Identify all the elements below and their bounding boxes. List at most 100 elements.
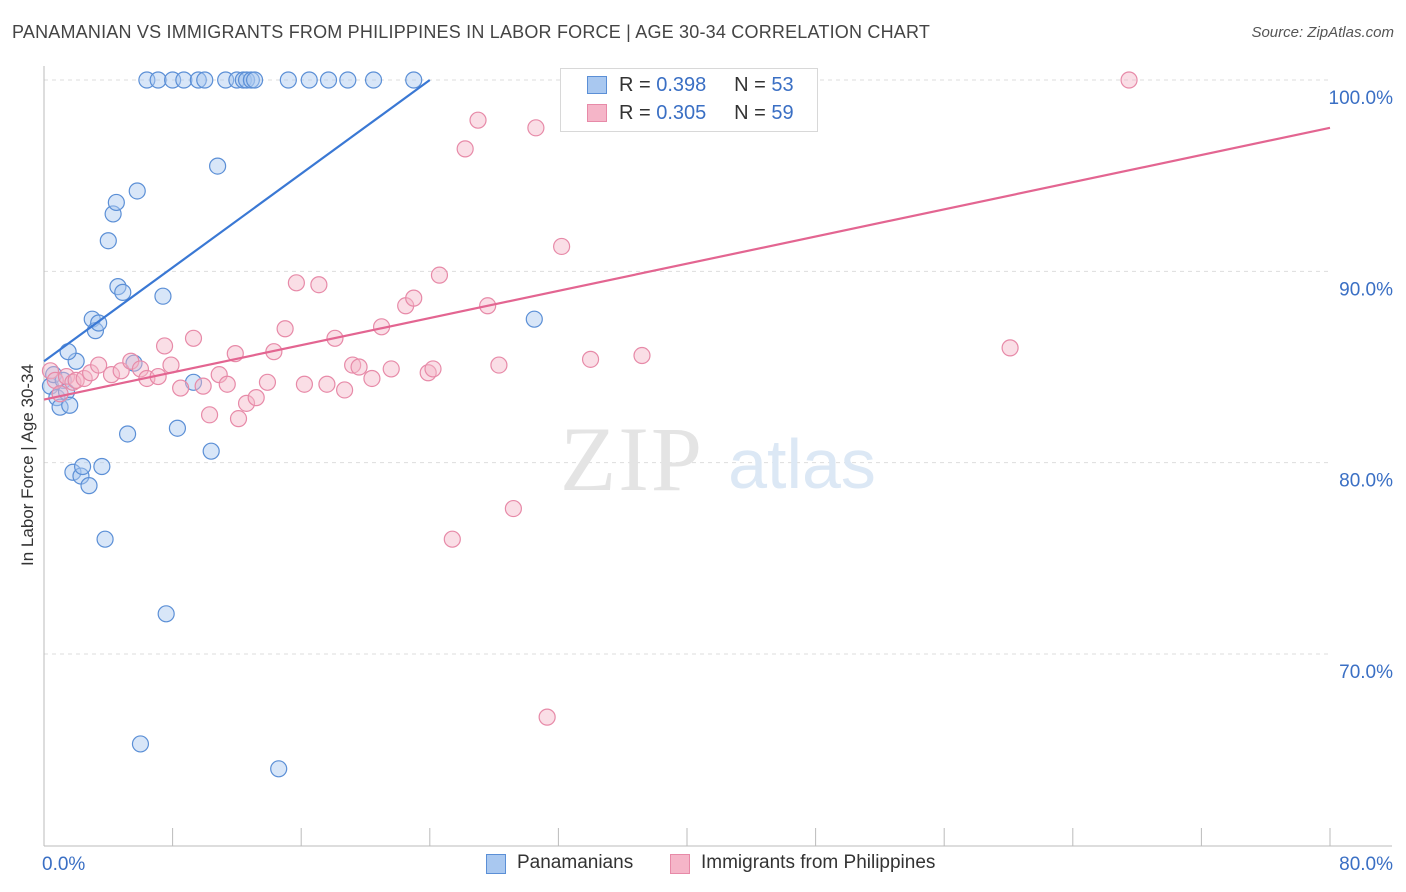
x-tick-label: 0.0% — [42, 854, 85, 875]
data-point — [96, 530, 114, 548]
data-point — [128, 182, 146, 200]
x-tick-label: 80.0% — [1339, 854, 1393, 875]
data-point — [154, 287, 172, 305]
data-point — [247, 389, 265, 407]
data-point — [276, 320, 294, 338]
data-point — [131, 360, 150, 378]
data-point — [90, 356, 108, 374]
data-point — [350, 358, 368, 376]
watermark-atlas: atlas — [728, 425, 876, 503]
data-point — [490, 356, 508, 374]
data-point — [200, 406, 219, 424]
data-point — [59, 343, 77, 361]
data-point — [287, 274, 305, 292]
data-point — [194, 377, 212, 395]
y-tick-label: 70.0% — [1339, 662, 1393, 683]
data-point — [310, 276, 328, 294]
series-panamanians — [41, 71, 543, 778]
data-point — [155, 337, 174, 355]
data-point — [538, 708, 556, 726]
tick-labels: 100.0% 90.0% 80.0% 70.0% 0.0% 80.0% — [42, 88, 1393, 875]
data-point — [46, 371, 64, 389]
legend-swatch-pink — [670, 854, 690, 874]
data-point — [527, 119, 545, 137]
data-point — [218, 375, 236, 393]
r-value: 0.305 — [656, 102, 707, 124]
axes — [43, 66, 1392, 847]
data-point — [57, 367, 76, 386]
legend-swatch-blue — [486, 854, 506, 874]
data-point — [258, 373, 277, 391]
n-value: 53 — [771, 74, 794, 96]
data-point — [443, 530, 461, 548]
trend-line-panamanians — [43, 79, 431, 363]
data-point — [319, 71, 338, 89]
legend-label: Immigrants from Philippines — [701, 852, 936, 873]
watermark: ZIP atlas — [560, 408, 876, 510]
data-point — [168, 419, 187, 437]
data-point — [1001, 339, 1019, 357]
data-point — [80, 477, 98, 495]
data-point — [209, 157, 227, 175]
data-point — [336, 381, 354, 399]
data-point — [118, 425, 137, 443]
data-point — [114, 283, 132, 301]
data-point — [633, 346, 651, 365]
n-label: N = — [734, 74, 766, 96]
data-point — [228, 71, 246, 89]
data-point — [131, 735, 150, 753]
data-point — [318, 375, 336, 393]
data-point — [61, 396, 79, 414]
pink-swatch — [587, 104, 607, 122]
watermark-zip: ZIP — [560, 408, 704, 510]
data-point — [93, 457, 111, 476]
y-tick-label: 80.0% — [1339, 471, 1393, 492]
trend-line-philippines — [43, 126, 1331, 401]
stats-box: R = 0.398 N = 53 R = 0.305 N = 59 — [560, 68, 818, 132]
data-point — [149, 71, 167, 89]
trend-lines — [43, 79, 1331, 401]
data-point — [1120, 71, 1138, 89]
data-point — [189, 71, 207, 89]
r-label: R = — [619, 102, 651, 124]
data-point — [344, 356, 362, 374]
y-axis-label: In Labor Force | Age 30-34 — [18, 364, 37, 566]
data-point — [430, 266, 449, 284]
blue-swatch — [587, 76, 607, 94]
data-point — [553, 237, 571, 256]
data-point — [107, 193, 125, 212]
data-point — [295, 375, 314, 393]
data-point — [339, 71, 357, 89]
data-point — [504, 499, 522, 518]
series-philippines — [41, 71, 1138, 726]
data-point — [99, 232, 117, 250]
data-point — [581, 350, 600, 368]
data-point — [405, 289, 423, 307]
data-point — [41, 362, 60, 380]
n-label: N = — [734, 102, 766, 124]
data-point — [102, 366, 121, 384]
data-point — [456, 140, 474, 158]
chart-title: PANAMANIAN VS IMMIGRANTS FROM PHILIPPINE… — [12, 22, 931, 42]
r-label: R = — [619, 74, 651, 96]
data-point — [382, 360, 400, 378]
data-point — [202, 442, 220, 460]
data-point — [363, 369, 381, 388]
data-point — [172, 379, 190, 397]
data-point — [405, 71, 423, 89]
data-point — [469, 111, 487, 129]
data-point — [364, 71, 383, 89]
y-tick-label: 100.0% — [1329, 88, 1394, 109]
r-value: 0.398 — [656, 74, 707, 96]
grid-lines — [44, 79, 1330, 655]
data-point — [279, 71, 297, 89]
data-point — [229, 410, 248, 428]
data-point — [245, 71, 264, 89]
data-point — [184, 329, 203, 347]
data-point — [300, 71, 318, 89]
data-point — [73, 457, 92, 476]
data-point — [157, 605, 175, 623]
data-point — [270, 760, 288, 778]
y-tick-label: 90.0% — [1339, 279, 1393, 300]
